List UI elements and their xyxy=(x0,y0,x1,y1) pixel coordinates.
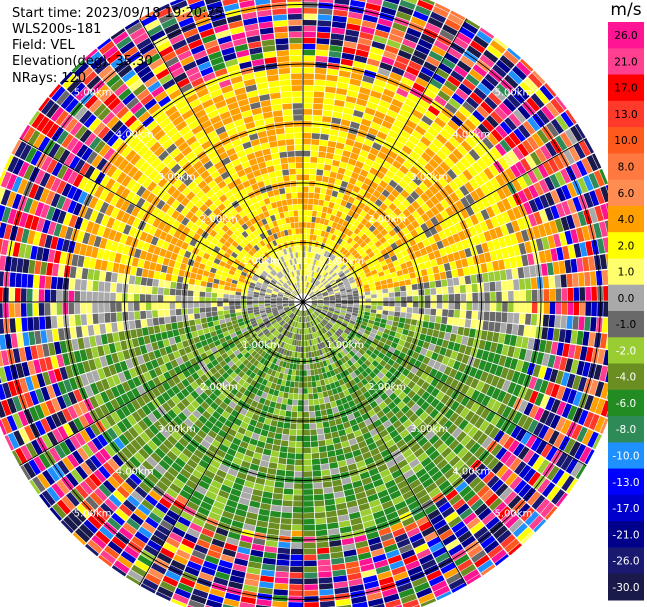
colorbar-swatch xyxy=(608,416,644,443)
nrays-value: 120 xyxy=(61,71,87,86)
colorbar-tick-label: 4.0 xyxy=(618,214,635,226)
range-ring-label: 2.00km xyxy=(368,214,406,225)
range-ring-label: 5.00km xyxy=(74,508,112,519)
start-time-label: Start time: xyxy=(12,6,82,21)
colorbar-tick-label: 1.0 xyxy=(618,267,635,279)
colorbar-tick-label: -6.0 xyxy=(616,398,637,410)
velocity-gate-group xyxy=(0,0,602,593)
range-ring-label: 4.00km xyxy=(452,130,490,141)
azimuth-spoke xyxy=(19,301,304,466)
colorbar-tick-label: 17.0 xyxy=(614,83,637,95)
colorbar-swatch xyxy=(608,284,644,312)
colorbar-swatch xyxy=(608,442,644,470)
colorbar-tick-label: 21.0 xyxy=(614,56,637,68)
azimuth-spoke xyxy=(302,301,467,586)
range-ring-label: 5.00km xyxy=(494,508,532,519)
range-ring-label: 5.00km xyxy=(74,88,112,99)
elevation-label: Elevation(deg): xyxy=(12,54,112,69)
velocity-gates xyxy=(0,0,631,607)
colorbar-swatch xyxy=(608,468,644,496)
colorbar-tick-label: 6.0 xyxy=(618,188,635,200)
azimuth-spoke xyxy=(19,138,304,303)
colorbar-tick-label: -17.0 xyxy=(612,503,639,515)
range-ring-label: 2.00km xyxy=(200,382,238,393)
colorbar-swatch xyxy=(608,179,644,207)
colorbar-swatch xyxy=(608,74,644,102)
velocity-gate-group xyxy=(0,5,555,578)
range-ring-labels: 1.00km 1.00km 1.00km 1.00km 2.00km 2.00km 2.00… xyxy=(74,88,533,520)
colorbar-swatch xyxy=(608,127,644,154)
colorbar-swatch xyxy=(608,547,644,575)
range-ring-label: 3.00km xyxy=(158,172,196,183)
range-ring-label: 2.00km xyxy=(200,214,238,225)
colorbar-tick-label: -8.0 xyxy=(616,424,637,436)
colorbar-tick-label: 13.0 xyxy=(614,109,637,121)
colorbar-tick-label: 2.0 xyxy=(618,240,635,252)
colorbar-tick-label: 0.0 xyxy=(618,293,635,305)
nrays-label: NRays: xyxy=(12,71,58,86)
velocity-gate-group xyxy=(0,2,627,607)
azimuth-spoke xyxy=(139,301,304,586)
field-label: Field: xyxy=(12,38,47,53)
colorbar-swatch xyxy=(608,363,644,391)
colorbar-swatch xyxy=(608,521,644,548)
colorbar-swatch xyxy=(608,205,644,233)
field-value: VEL xyxy=(50,38,75,53)
range-ring-label: 1.00km xyxy=(326,340,364,351)
elevation-line: Elevation(deg): 35.30 xyxy=(12,54,153,70)
colorbar-swatch xyxy=(608,153,644,181)
colorbar-swatch xyxy=(608,573,644,601)
colorbar-tick-label: -26.0 xyxy=(612,556,639,568)
colorbar-tick-label: -4.0 xyxy=(616,372,637,384)
velocity-gate-group xyxy=(25,34,608,602)
nrays-line: NRays: 120 xyxy=(12,71,86,87)
azimuth-spoke xyxy=(302,301,587,466)
range-ring-label: 4.00km xyxy=(452,466,490,477)
colorbar-tick-label: -2.0 xyxy=(616,345,637,357)
range-ring-label: 2.00km xyxy=(368,382,406,393)
colorbar-swatch xyxy=(608,258,644,286)
range-ring-label: 3.00km xyxy=(410,424,448,435)
colorbar-swatch xyxy=(608,337,644,365)
colorbar-swatch xyxy=(608,100,644,128)
colorbar-tick-label: 10.0 xyxy=(614,135,637,147)
velocity-gate-group xyxy=(12,0,624,607)
elevation-value: 35.30 xyxy=(115,54,153,69)
colorbar-tick-label: -1.0 xyxy=(616,319,637,331)
range-ring-label: 3.00km xyxy=(410,172,448,183)
colorbar-swatch xyxy=(608,22,644,49)
azimuth-spoke xyxy=(302,138,587,303)
field-line: Field: VEL xyxy=(12,38,75,54)
range-ring-label: 4.00km xyxy=(116,130,154,141)
azimuth-spoke xyxy=(302,18,467,303)
colorbar-tick-label: 26.0 xyxy=(614,30,637,42)
colorbar-swatch xyxy=(608,48,644,76)
station-name: WLS200s-181 xyxy=(12,22,102,37)
azimuth-spokes xyxy=(0,0,631,607)
colorbar-swatch xyxy=(608,311,644,338)
range-ring-label: 4.00km xyxy=(116,466,154,477)
velocity-colorbar: 26.0 21.0 17.0 13.0 10.0 8.0 6.0 4.0 2.0 1.0 0.0 -1… xyxy=(608,22,644,601)
colorbar-unit: m/s xyxy=(610,0,642,20)
range-ring-label: 3.00km xyxy=(158,424,196,435)
colorbar-swatch xyxy=(608,232,644,259)
colorbar-swatch xyxy=(608,494,644,522)
colorbar-tick-label: -21.0 xyxy=(612,529,639,541)
colorbar-tick-label: -30.0 xyxy=(612,582,639,594)
start-time-line: Start time: 2023/09/18 19:20:25 xyxy=(12,6,223,22)
colorbar-tick-label: 8.0 xyxy=(618,162,635,174)
range-ring-label: 1.00km xyxy=(242,340,280,351)
colorbar-tick-label: -10.0 xyxy=(612,451,639,463)
colorbar-tick-label: -13.0 xyxy=(612,477,639,489)
azimuth-spoke xyxy=(139,18,304,303)
range-ring-label: 1.00km xyxy=(242,256,280,267)
range-ring-label: 5.00km xyxy=(494,88,532,99)
start-time-value: 2023/09/18 19:20:25 xyxy=(85,6,224,21)
velocity-gate-group xyxy=(20,2,627,607)
range-ring-label: 1.00km xyxy=(326,256,364,267)
colorbar-swatch xyxy=(608,389,644,417)
